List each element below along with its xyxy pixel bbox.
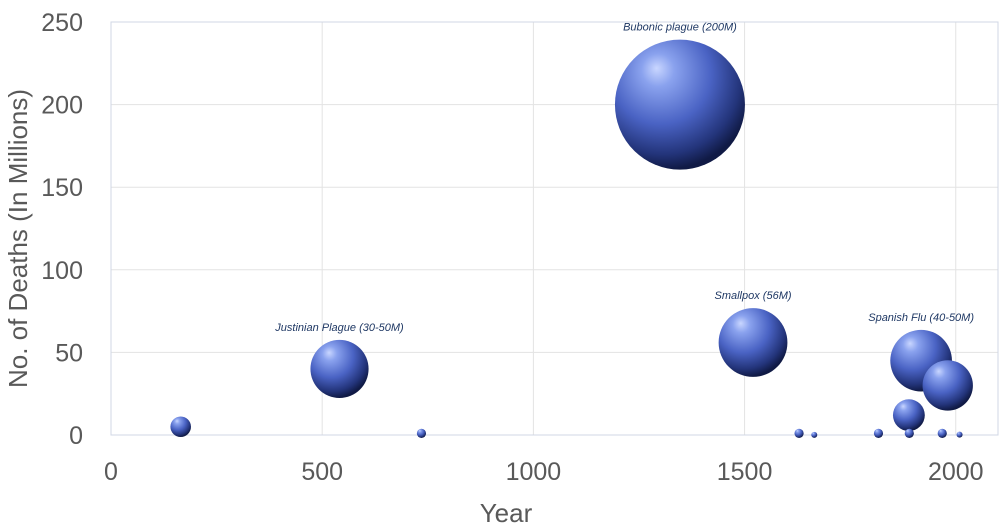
y-tick-label: 100: [41, 257, 83, 285]
x-tick-label: 0: [104, 458, 118, 486]
annotation-label: Spanish Flu (40-50M): [868, 312, 974, 324]
x-axis-ticks: 0 500 1000 1500 2000: [104, 458, 984, 486]
x-tick-label: 2000: [928, 458, 984, 486]
x-tick-label: 500: [301, 458, 343, 486]
annotation-label: Smallpox (56M): [715, 290, 792, 302]
y-tick-label: 150: [41, 174, 83, 202]
bubble-point: [614, 39, 745, 170]
grid-lines: [110, 21, 998, 436]
bubble-point: [937, 428, 947, 438]
bubble-point: [904, 428, 914, 438]
y-axis-ticks: 0 50 100 150 200 250: [41, 9, 83, 450]
bubble-point: [416, 428, 427, 438]
bubble-point: [873, 428, 884, 438]
annotation-label: Bubonic plague (200M): [623, 22, 737, 34]
x-tick-label: 1500: [717, 458, 773, 486]
bubble-point: [794, 428, 804, 438]
annotation-label: Justinian Plague (30-50M): [274, 322, 404, 334]
x-tick-label: 1000: [506, 458, 562, 486]
bubble-point: [956, 431, 963, 438]
x-axis-title: Year: [480, 498, 533, 527]
bubble-point: [170, 416, 191, 438]
y-tick-label: 0: [69, 422, 83, 450]
y-tick-label: 50: [55, 339, 83, 367]
bubble-point: [892, 399, 925, 432]
y-tick-label: 250: [41, 9, 83, 37]
bubble-point: [811, 431, 818, 438]
y-axis-title: No. of Deaths (In Millions): [3, 89, 33, 388]
bubble-point: [922, 360, 973, 411]
plot-area: [110, 21, 999, 436]
annotations: Justinian Plague (30-50M) Bubonic plague …: [274, 22, 974, 334]
bubble-point: [310, 339, 369, 398]
bubbles: [170, 39, 973, 438]
y-tick-label: 200: [41, 92, 83, 120]
bubble-point: [718, 308, 788, 377]
